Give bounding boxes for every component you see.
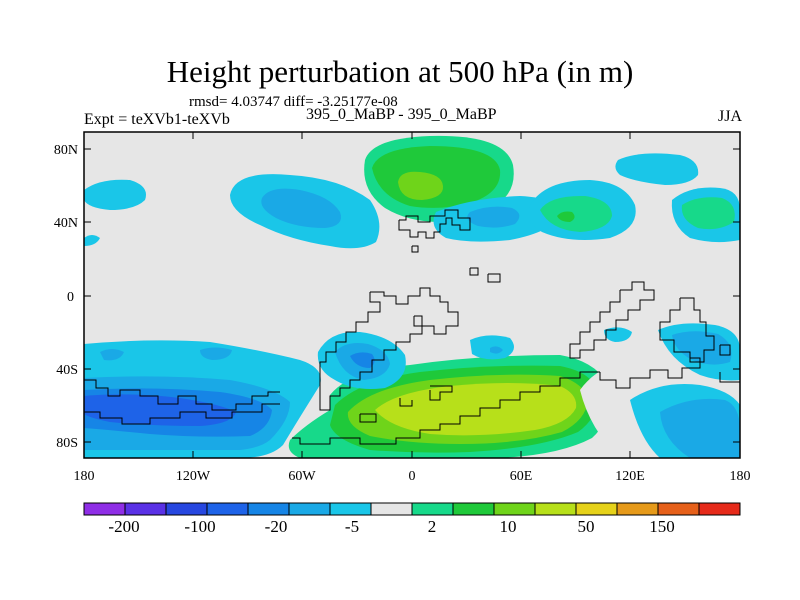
lat-label-40s: 40S [56, 363, 78, 378]
lon-label-180e: 180 [730, 469, 751, 484]
lat-label-eq: 0 [67, 290, 74, 305]
colorbar-label-2: -100 [184, 517, 215, 536]
lat-ticks [84, 148, 740, 443]
colorbar-swatch-7 [329, 502, 372, 516]
lon-label-120e: 120E [615, 469, 645, 484]
lat-label-40n: 40N [54, 216, 78, 231]
colorbar-swatch-9 [411, 502, 454, 516]
stats-label: rmsd= 4.03747 diff= -3.25177e-08 [189, 94, 398, 110]
colorbar-swatch-15 [657, 502, 700, 516]
colorbar-swatch-3 [165, 502, 208, 516]
colorbar-swatch-6 [288, 502, 331, 516]
colorbar-swatch-10 [452, 502, 495, 516]
colorbar-swatch-16 [698, 502, 741, 516]
colorbar-label-7: 50 [578, 517, 595, 536]
colorbar-swatch-14 [616, 502, 659, 516]
lon-label-180w: 180 [74, 469, 95, 484]
plot-title: Height perturbation at 500 hPa (in m) [166, 54, 634, 89]
lon-label-60e: 60E [510, 469, 533, 484]
colorbar-label-5: 2 [428, 517, 437, 536]
lon-ticks [192, 132, 631, 458]
colorbar [83, 502, 741, 516]
season-label: JJA [717, 108, 742, 125]
colorbar-swatch-1 [83, 502, 126, 516]
experiment-label: Expt = teXVb1-teXVb [84, 111, 230, 128]
colorbar-swatch-4 [206, 502, 249, 516]
lon-label-60w: 60W [288, 469, 316, 484]
colorbar-swatch-2 [124, 502, 167, 516]
lat-label-80s: 80S [56, 436, 78, 451]
contour-fill [84, 135, 740, 458]
subtitle-label: 395_0_MaBP - 395_0_MaBP [306, 106, 497, 123]
colorbar-swatch-11 [493, 502, 536, 516]
colorbar-label-3: -20 [265, 517, 288, 536]
colorbar-labels: -200 -100 -20 -5 2 10 50 150 [108, 517, 674, 536]
lon-label-120w: 120W [176, 469, 211, 484]
colorbar-swatch-13 [575, 502, 618, 516]
colorbar-label-8: 150 [649, 517, 675, 536]
lat-label-80n: 80N [54, 143, 78, 158]
colorbar-swatch-8 [370, 502, 413, 516]
colorbar-label-6: 10 [500, 517, 517, 536]
coastlines [84, 209, 740, 445]
colorbar-swatch-12 [534, 502, 577, 516]
lon-label-0: 0 [409, 469, 416, 484]
colorbar-swatch-5 [247, 502, 290, 516]
colorbar-label-4: -5 [345, 517, 359, 536]
colorbar-label-1: -200 [108, 517, 139, 536]
